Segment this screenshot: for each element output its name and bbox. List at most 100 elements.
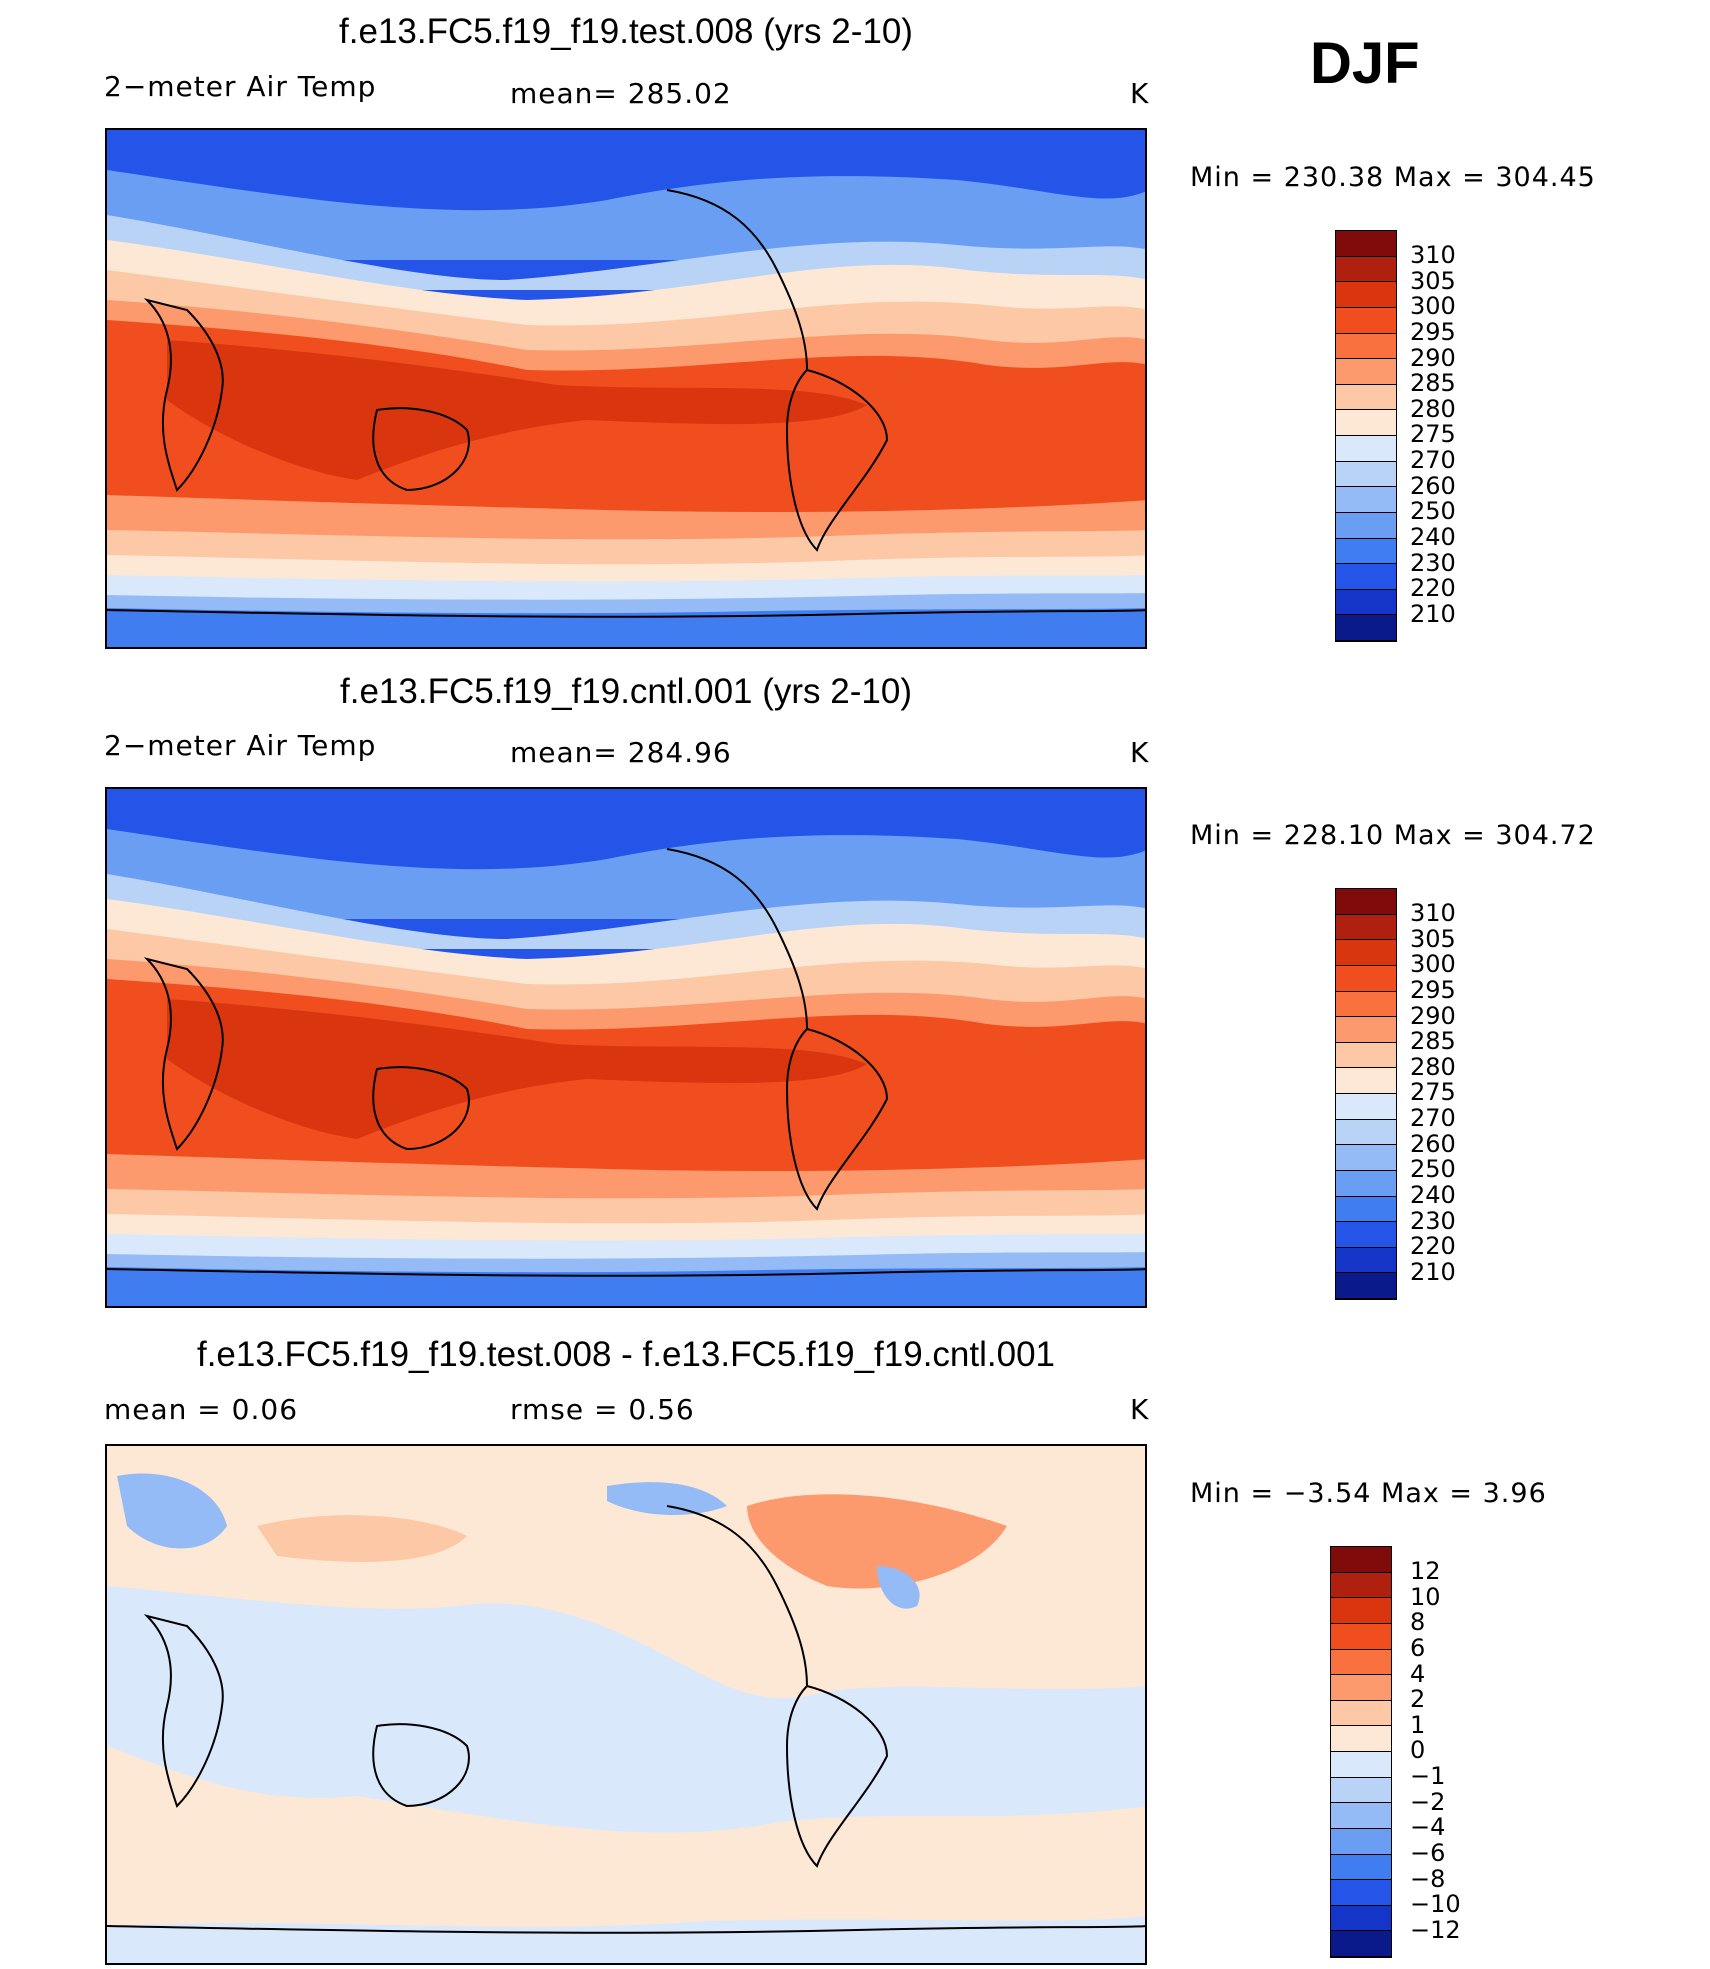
panel2-colorbar-swatch — [1336, 1222, 1396, 1248]
panel1-colorbar-tick-label: 305 — [1410, 266, 1456, 295]
panel3-colorbar-swatch — [1331, 1700, 1391, 1727]
panel1-colorbar-tick-label: 285 — [1410, 369, 1456, 398]
panel1-colorbar-swatch — [1336, 487, 1396, 513]
panel2-colorbar-tick-label: 220 — [1410, 1232, 1456, 1261]
panel3-map — [105, 1444, 1147, 1965]
panel2-colorbar-tick-label: 275 — [1410, 1078, 1456, 1107]
band-warm-pool — [167, 340, 867, 480]
panel3-colorbar-swatch — [1331, 1803, 1391, 1829]
panel2-colorbar-tick-label: 305 — [1410, 924, 1456, 953]
panel2-colorbar-swatch — [1336, 1017, 1396, 1043]
panel3-colorbar-swatch — [1331, 1880, 1391, 1906]
panel1-colorbar-swatch — [1336, 538, 1396, 565]
panel3-colorbar-swatch — [1331, 1547, 1391, 1573]
panel1-colorbar-swatch — [1336, 282, 1396, 308]
panel1-colorbar-tick-label: 275 — [1410, 420, 1456, 449]
panel3-colorbar-tick-label: 0 — [1410, 1736, 1426, 1765]
panel2-title: f.e13.FC5.f19_f19.cntl.001 (yrs 2-10) — [340, 672, 912, 711]
panel2-colorbar-tick-label: 295 — [1410, 975, 1456, 1004]
panel2-colorbar-swatch — [1336, 991, 1396, 1018]
panel2-colorbar — [1335, 888, 1397, 1300]
panel1-colorbar-tick-label: 290 — [1410, 343, 1456, 372]
panel3-colorbar-swatch — [1331, 1726, 1391, 1752]
panel3-colorbar-tick-label: −1 — [1410, 1762, 1446, 1790]
panel2-colorbar-swatch — [1336, 914, 1396, 941]
panel2-colorbar-swatch — [1336, 889, 1396, 915]
panel2-colorbar-tick-label: 280 — [1410, 1052, 1456, 1081]
panel2-colorbar-swatch — [1336, 965, 1396, 992]
panel2-colorbar-swatch — [1336, 1145, 1396, 1171]
panel1-colorbar-swatch — [1336, 333, 1396, 360]
panel3-colorbar — [1330, 1546, 1392, 1958]
panel3-colorbar-swatch — [1331, 1905, 1391, 1932]
panel3-colorbar-swatch — [1331, 1572, 1391, 1599]
panel3-colorbar-swatch — [1331, 1854, 1391, 1881]
panel1-colorbar-tick-label: 260 — [1410, 471, 1456, 500]
panel1-colorbar-tick-label: 270 — [1410, 446, 1456, 474]
panel3-colorbar-tick-label: 12 — [1410, 1557, 1441, 1585]
panel3-colorbar-swatch — [1331, 1777, 1391, 1804]
panel3-colorbar-swatch — [1331, 1623, 1391, 1650]
coastlines — [107, 189, 1145, 618]
panel3-colorbar-tick-label: 4 — [1410, 1659, 1426, 1688]
panel3-colorbar-swatch — [1331, 1598, 1391, 1624]
panel2-colorbar-swatch — [1336, 940, 1396, 966]
panel3-colorbar-tick-label: −12 — [1410, 1915, 1461, 1944]
panel3-colorbar-tick-label: 6 — [1410, 1633, 1426, 1662]
panel1-mean: mean= 285.02 — [510, 77, 732, 110]
panel2-map — [105, 787, 1147, 1308]
panel1-colorbar-swatch — [1336, 359, 1396, 385]
panel2-colorbar-tick-label: 240 — [1410, 1180, 1456, 1209]
panel3-title: f.e13.FC5.f19_f19.test.008 - f.e13.FC5.f… — [196, 1335, 1056, 1374]
panel2-minmax: Min = 228.10 Max = 304.72 — [1190, 820, 1596, 851]
panel3-colorbar-swatch — [1331, 1931, 1391, 1957]
panel3-colorbar-tick-label: 2 — [1410, 1685, 1426, 1714]
panel2-colorbar-tick-label: 310 — [1410, 899, 1456, 927]
panel3-colorbar-tick-label: −4 — [1410, 1813, 1446, 1842]
panel1-colorbar-swatch — [1336, 589, 1396, 616]
panel1-colorbar-swatch — [1336, 231, 1396, 257]
panel3-colorbar-tick-label: 1 — [1410, 1710, 1426, 1739]
panel1-colorbar-swatch — [1336, 410, 1396, 436]
panel1-colorbar-tick-label: 240 — [1410, 522, 1456, 551]
season-label: DJF — [1310, 31, 1420, 96]
panel2-colorbar-tick-label: 210 — [1410, 1257, 1456, 1286]
north-america-warm — [747, 1494, 1007, 1589]
panel1-colorbar-swatch — [1336, 256, 1396, 283]
panel1-colorbar-tick-label: 250 — [1410, 497, 1456, 526]
panel3-colorbar-swatch — [1331, 1675, 1391, 1701]
band-subpolar-north — [107, 170, 1145, 260]
panel1-colorbar-swatch — [1336, 436, 1396, 462]
panel3-colorbar-swatch — [1331, 1828, 1391, 1855]
panel2-colorbar-swatch — [1336, 1042, 1396, 1069]
panel1-temperature-field — [107, 130, 1145, 647]
panel1-map — [105, 128, 1147, 649]
panel2-colorbar-tick-label: 250 — [1410, 1155, 1456, 1184]
panel3-colorbar-tick-label: −10 — [1410, 1890, 1461, 1919]
panel2-colorbar-swatch — [1336, 1196, 1396, 1223]
panel1-colorbar-swatch — [1336, 307, 1396, 334]
panel3-colorbar-tick-label: −6 — [1410, 1838, 1446, 1867]
panel2-colorbar-swatch — [1336, 1068, 1396, 1094]
panel3-colorbar-tick-label: 8 — [1410, 1608, 1426, 1637]
panel1-colorbar-tick-label: 300 — [1410, 292, 1456, 321]
panel3-difference-field — [107, 1446, 1145, 1963]
panel2-colorbar-tick-label: 300 — [1410, 950, 1456, 979]
panel1-title: f.e13.FC5.f19_f19.test.008 (yrs 2-10) — [339, 12, 913, 51]
panel2-colorbar-swatch — [1336, 1273, 1396, 1299]
panel3-rmse: rmse = 0.56 — [510, 1393, 695, 1426]
panel1-colorbar-swatch — [1336, 615, 1396, 641]
panel1-colorbar — [1335, 230, 1397, 642]
panel1-colorbar-tick-label: 295 — [1410, 317, 1456, 346]
panel3-colorbar-tick-label: −2 — [1410, 1787, 1446, 1816]
panel1-colorbar-tick-label: 230 — [1410, 548, 1456, 577]
panel3-colorbar-swatch — [1331, 1752, 1391, 1778]
panel2-variable: 2−meter Air Temp — [104, 729, 377, 762]
panel2-units: K — [1130, 736, 1150, 769]
panel1-colorbar-tick-label: 280 — [1410, 394, 1456, 423]
panel2-colorbar-tick-label: 270 — [1410, 1104, 1456, 1132]
panel3-minmax: Min = −3.54 Max = 3.96 — [1190, 1478, 1547, 1509]
panel1-colorbar-swatch — [1336, 461, 1396, 488]
panel2-colorbar-swatch — [1336, 1170, 1396, 1197]
panel1-colorbar-swatch — [1336, 564, 1396, 590]
